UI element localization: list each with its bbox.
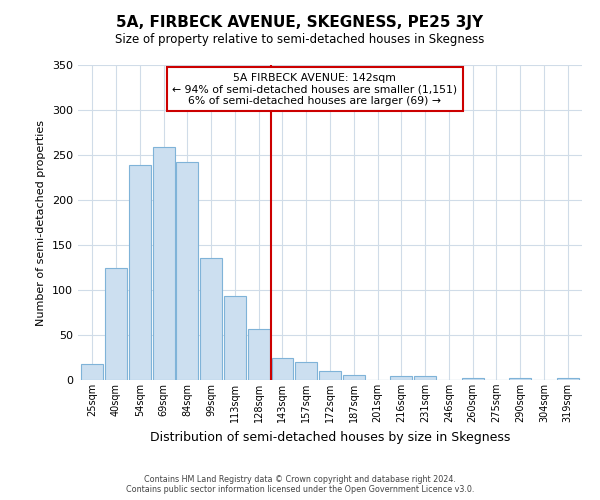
- Bar: [295, 362, 317, 380]
- Bar: [462, 378, 484, 380]
- Text: Size of property relative to semi-detached houses in Skegness: Size of property relative to semi-detach…: [115, 32, 485, 46]
- Bar: [248, 328, 269, 380]
- Bar: [414, 376, 436, 380]
- Bar: [343, 374, 365, 380]
- Bar: [200, 258, 222, 380]
- Bar: [224, 296, 246, 380]
- Bar: [557, 378, 578, 380]
- Text: 5A FIRBECK AVENUE: 142sqm
← 94% of semi-detached houses are smaller (1,151)
6% o: 5A FIRBECK AVENUE: 142sqm ← 94% of semi-…: [172, 73, 457, 106]
- Bar: [272, 358, 293, 380]
- Bar: [105, 268, 127, 380]
- Text: 5A, FIRBECK AVENUE, SKEGNESS, PE25 3JY: 5A, FIRBECK AVENUE, SKEGNESS, PE25 3JY: [116, 15, 484, 30]
- Bar: [82, 364, 103, 380]
- Text: Contains HM Land Registry data © Crown copyright and database right 2024.
Contai: Contains HM Land Registry data © Crown c…: [126, 474, 474, 494]
- X-axis label: Distribution of semi-detached houses by size in Skegness: Distribution of semi-detached houses by …: [150, 430, 510, 444]
- Bar: [129, 165, 151, 380]
- Bar: [319, 371, 341, 380]
- Bar: [509, 378, 531, 380]
- Y-axis label: Number of semi-detached properties: Number of semi-detached properties: [37, 120, 46, 326]
- Bar: [391, 376, 412, 380]
- Bar: [152, 147, 175, 380]
- Bar: [176, 162, 198, 380]
